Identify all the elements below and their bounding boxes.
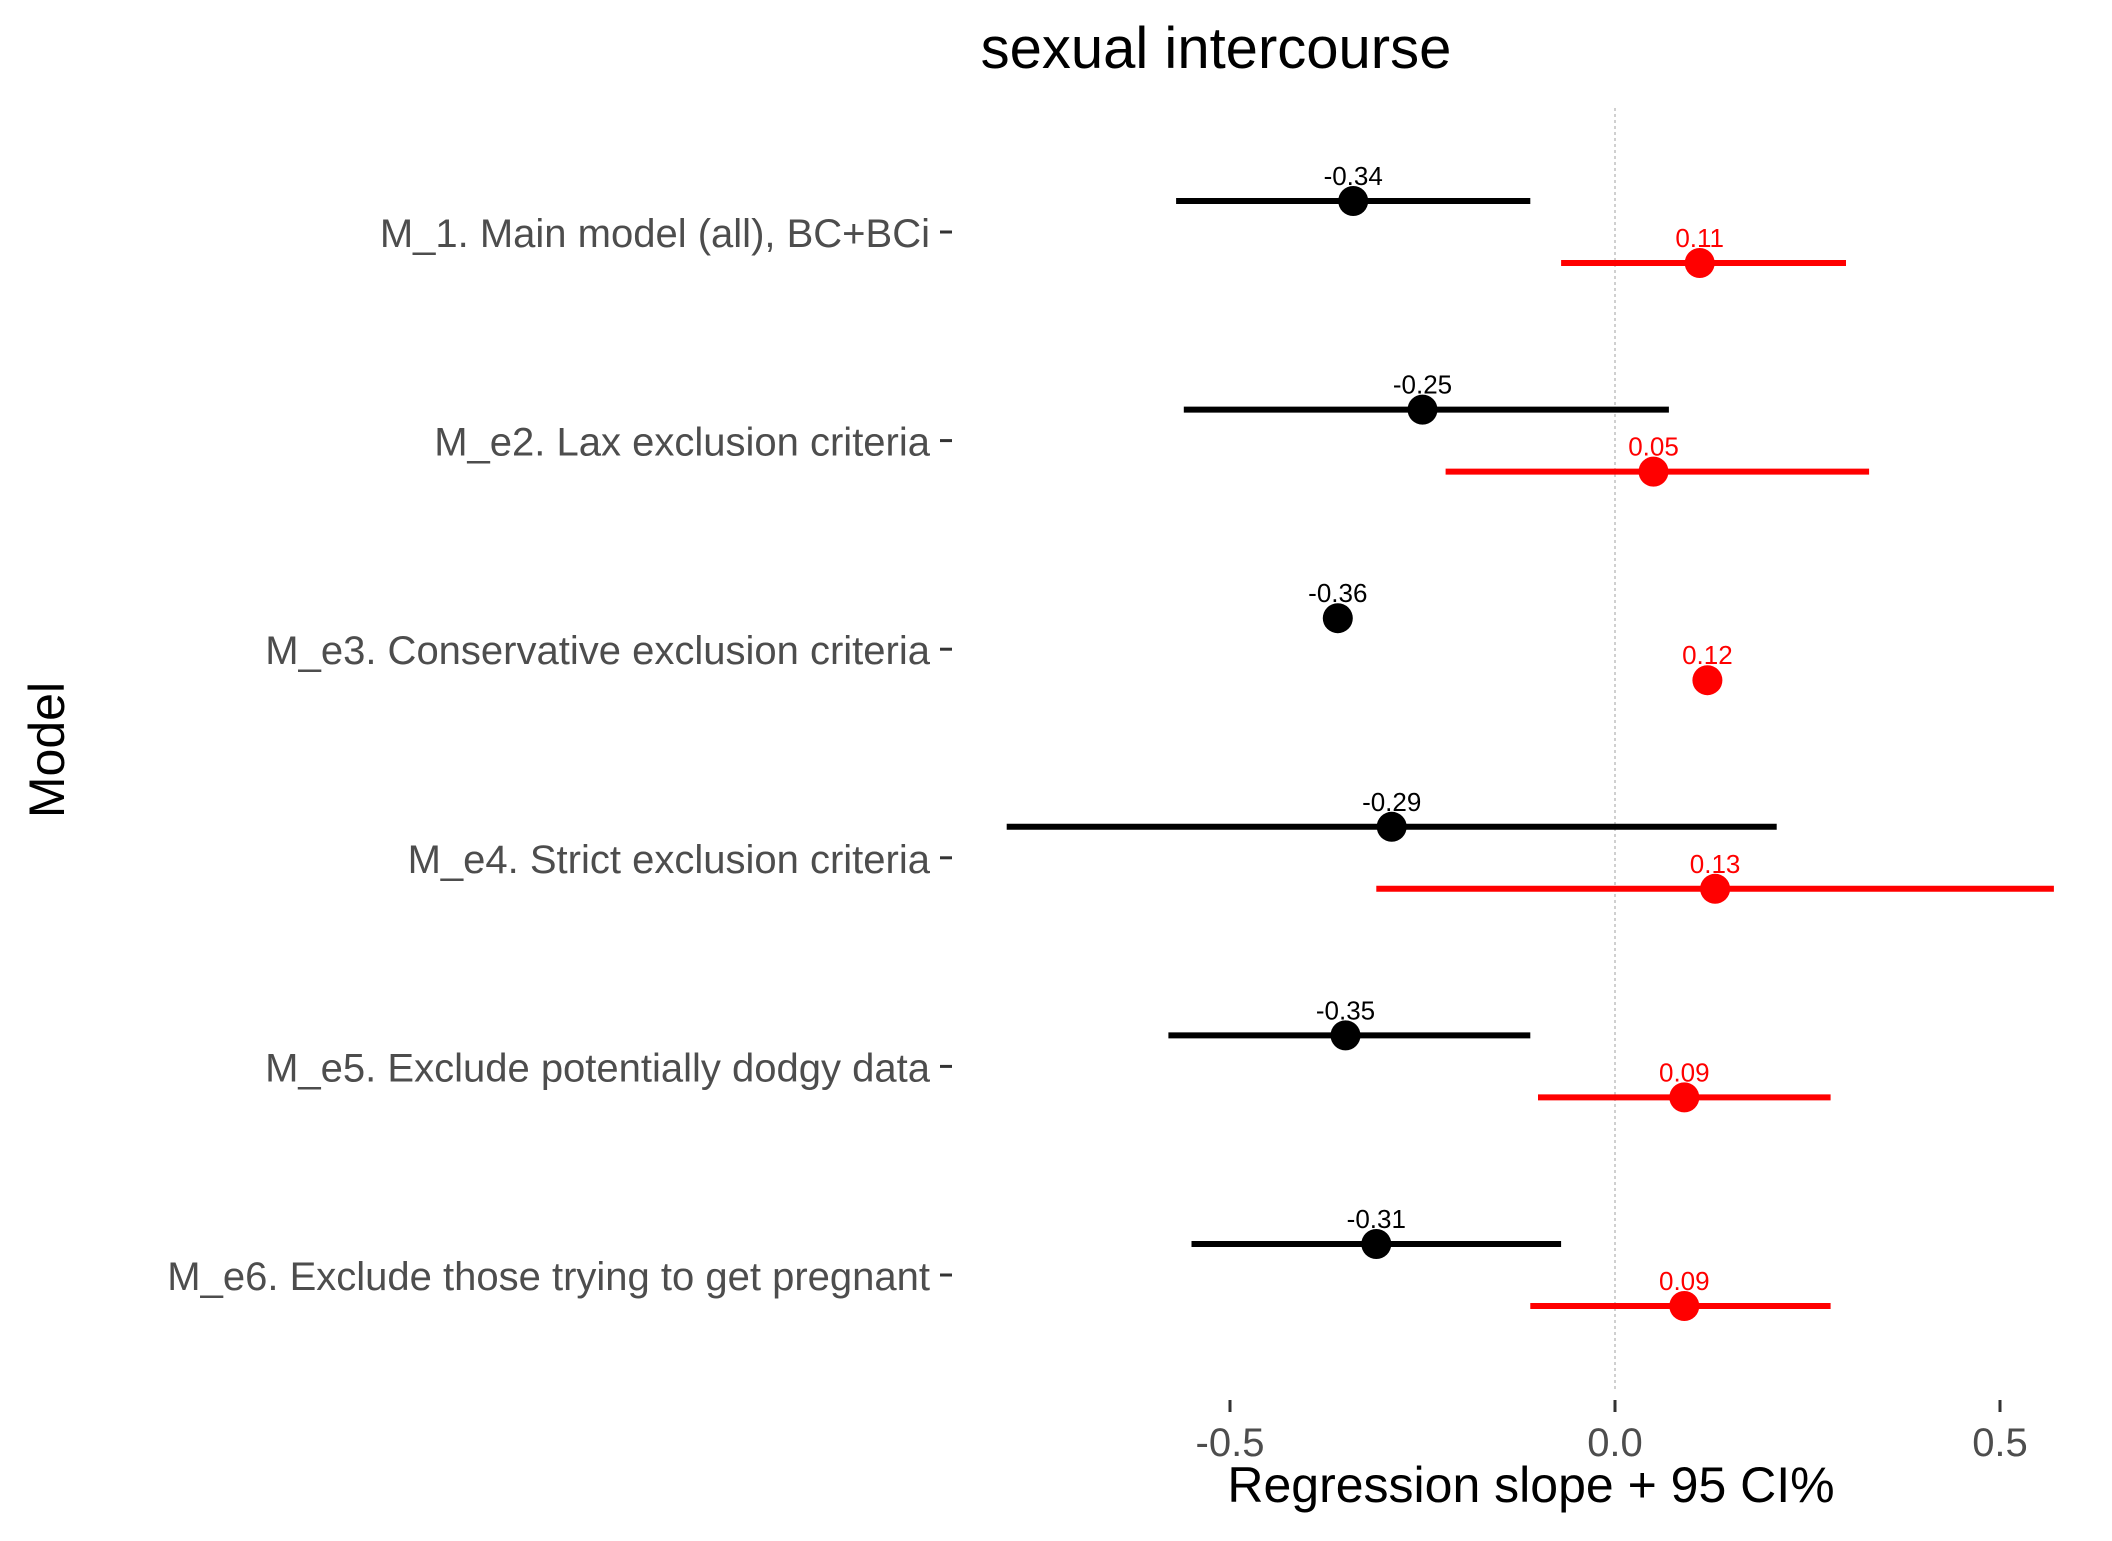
x-axis-title: Regression slope + 95 CI% (1227, 1457, 1834, 1513)
estimate-point (1669, 1082, 1700, 1113)
estimate-label: 0.09 (1659, 1057, 1710, 1087)
x-tick-label: 0.0 (1587, 1421, 1643, 1465)
estimate-label: -0.36 (1308, 578, 1367, 608)
category-axis: M_1. Main model (all), BC+BCi M_e2. Lax e… (167, 212, 952, 1299)
estimate-point (1322, 603, 1353, 634)
x-tick-label: -0.5 (1196, 1421, 1265, 1465)
series-layer: -0.34-0.25-0.36-0.29-0.35-0.310.110.050.… (1006, 161, 2054, 1321)
y-tick-label: M_e6. Exclude those trying to get pregna… (167, 1255, 930, 1299)
estimate-point (1692, 665, 1723, 696)
x-axis: -0.5 0.0 0.5 (1196, 1400, 2028, 1465)
estimate-point (1638, 456, 1669, 487)
y-tick-label: M_e4. Strict exclusion criteria (408, 838, 931, 882)
estimate-point (1376, 811, 1407, 842)
y-tick-label: M_e5. Exclude potentially dodgy data (265, 1046, 931, 1090)
chart-title: sexual intercourse (981, 16, 1452, 81)
estimate-point (1361, 1229, 1392, 1259)
estimate-label: -0.25 (1393, 370, 1452, 400)
estimate-label: -0.29 (1362, 787, 1421, 817)
estimate-label: -0.34 (1324, 161, 1383, 191)
y-tick-label: M_e3. Conservative exclusion criteria (265, 629, 930, 673)
series-1: 0.11 0.05 0.12 0.13 0.09 0.09 (1376, 223, 2054, 1321)
y-axis-title: Model (19, 682, 75, 818)
estimate-label: 0.05 (1628, 432, 1679, 462)
estimate-point (1338, 186, 1369, 216)
estimate-label: 0.13 (1690, 849, 1741, 879)
estimate-label: 0.11 (1675, 223, 1724, 253)
estimate-label: 0.12 (1682, 640, 1733, 670)
estimate-point (1407, 394, 1438, 425)
y-tick-label: M_e2. Lax exclusion criteria (434, 421, 931, 465)
x-tick-label: 0.5 (1972, 1421, 2028, 1465)
estimate-label: -0.31 (1347, 1204, 1406, 1234)
series-0: -0.34 -0.25 -0.36 -0.29 -0.35 -0.31 (1006, 161, 1777, 1259)
estimate-point (1330, 1020, 1361, 1051)
y-tick-label: M_1. Main model (all), BC+BCi (380, 212, 930, 256)
estimate-point (1700, 873, 1731, 904)
estimate-point (1669, 1291, 1700, 1321)
estimate-label: 0.09 (1659, 1266, 1710, 1296)
estimate-point (1684, 248, 1715, 278)
estimate-label: -0.35 (1316, 995, 1375, 1025)
